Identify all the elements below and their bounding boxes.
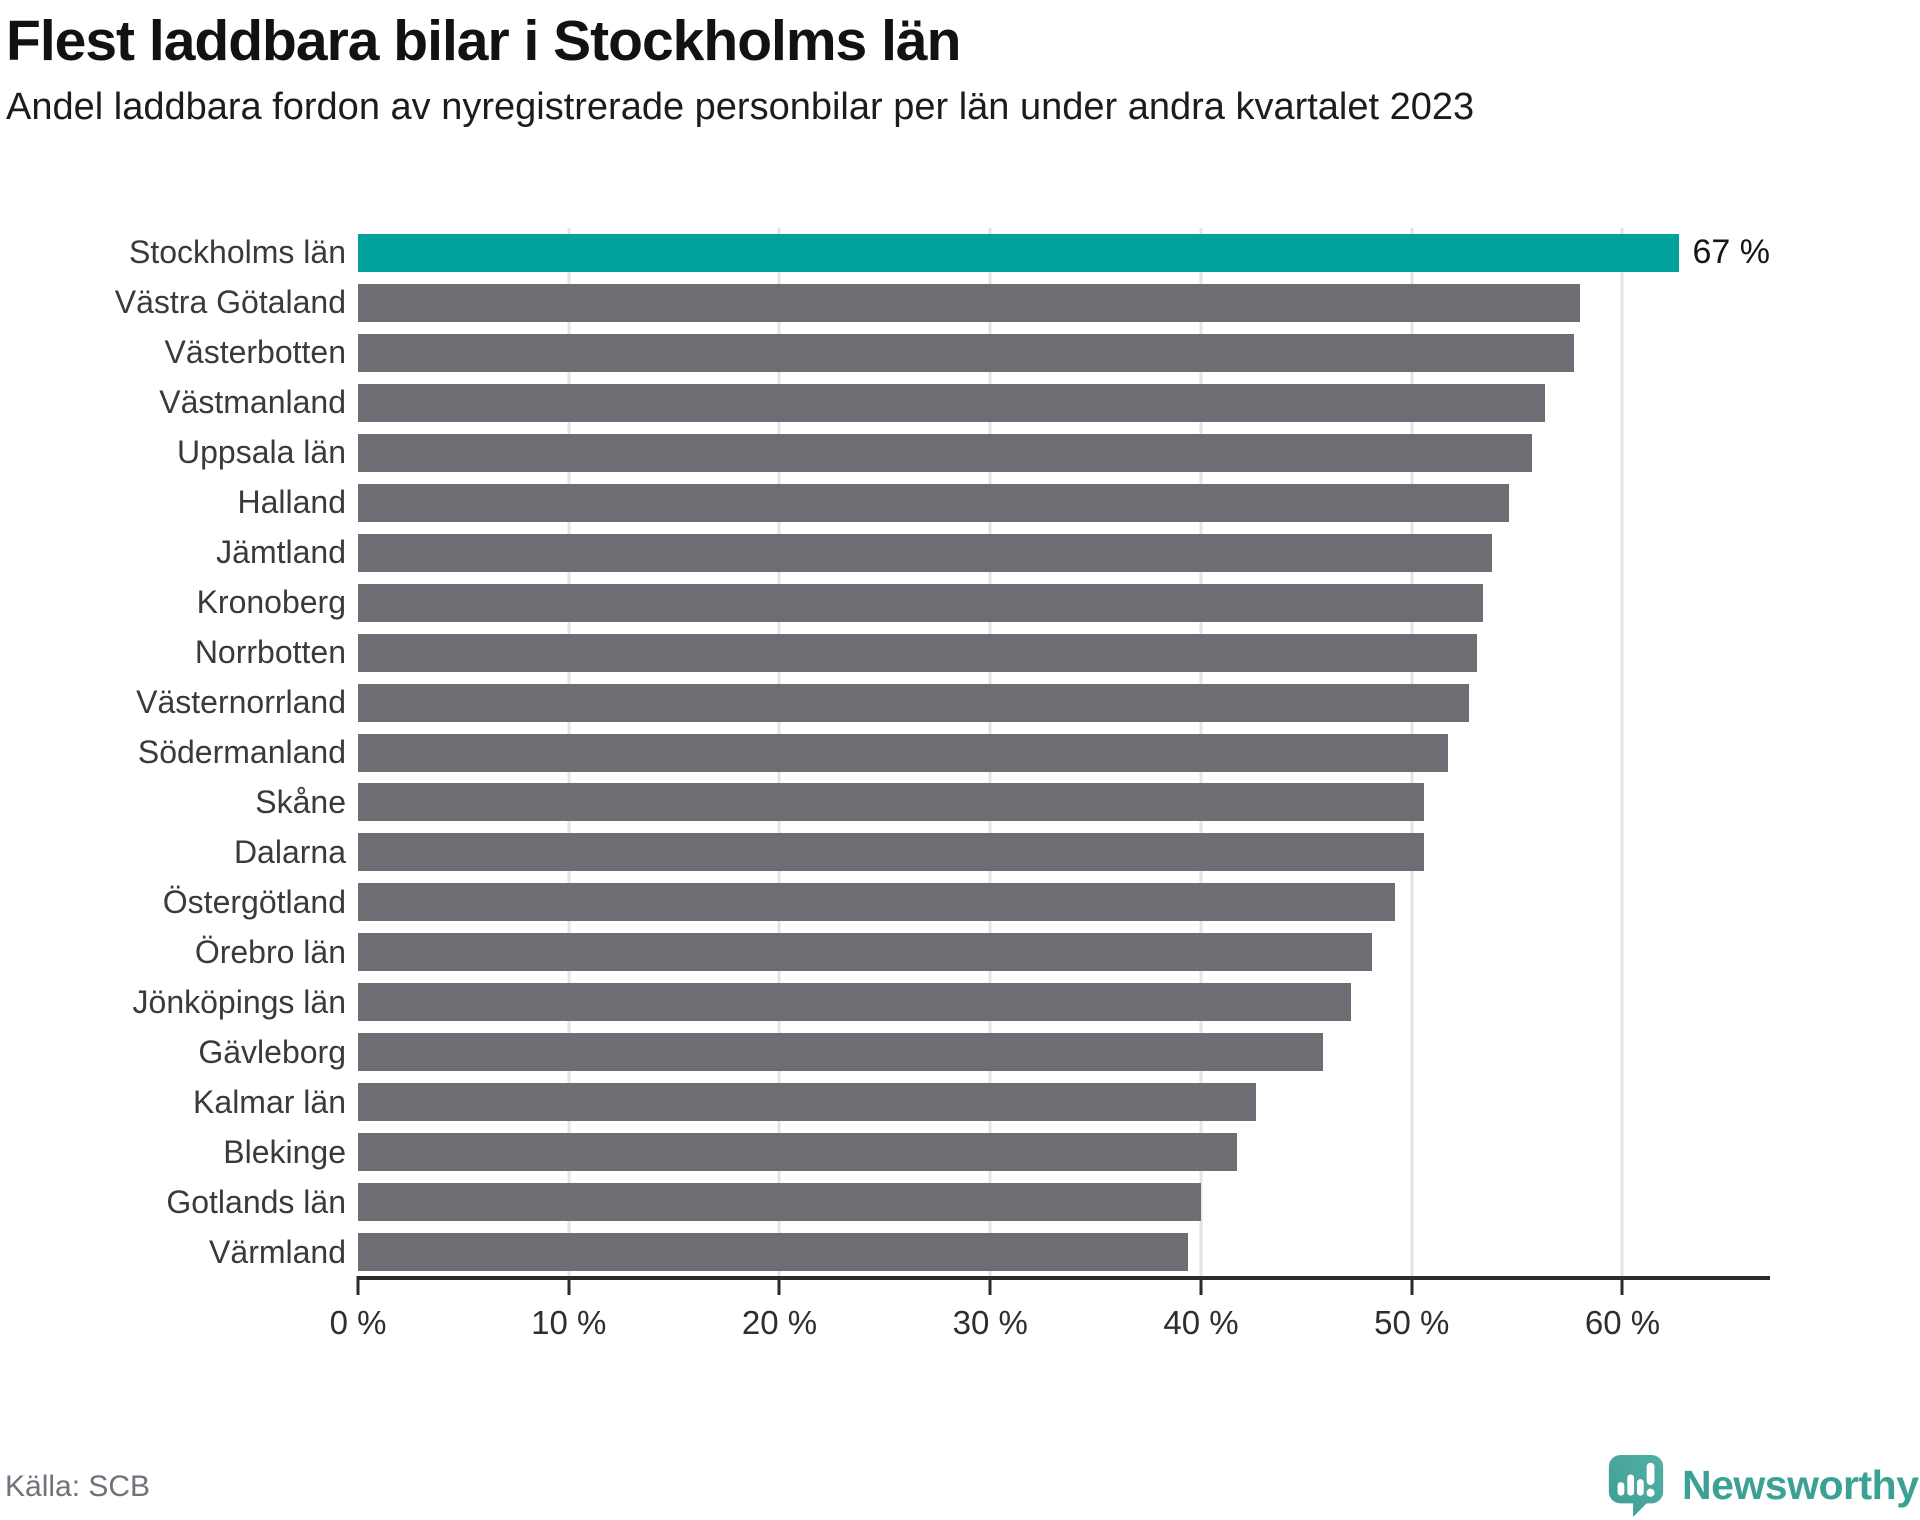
- bar-row: [358, 777, 1770, 827]
- category-label: Värmland: [209, 1233, 346, 1270]
- x-tick-60: [1620, 1276, 1624, 1295]
- x-axis-ticks: 0 % 10 % 20 % 30 % 40 % 50 % 60 %: [330, 1276, 1770, 1356]
- category-label: Kalmar län: [193, 1083, 346, 1120]
- bar-row: [358, 1127, 1770, 1177]
- category-label: Östergötland: [162, 883, 346, 920]
- x-tick-label: 50 %: [1374, 1304, 1450, 1341]
- x-tick-20: [777, 1276, 781, 1295]
- x-tick-label: 60 %: [1584, 1304, 1661, 1341]
- bar-row: [358, 528, 1770, 578]
- bar: [358, 733, 1448, 772]
- bar: [358, 1233, 1189, 1272]
- bar-row: [358, 678, 1770, 728]
- bar: [358, 983, 1351, 1022]
- bar: [358, 683, 1469, 722]
- category-label: Jönköpings län: [132, 983, 346, 1020]
- newsworthy-logo-icon: [1608, 1454, 1664, 1517]
- x-tick-label: 10 %: [531, 1304, 607, 1341]
- category-label: Dalarna: [233, 833, 346, 870]
- category-label: Norrbotten: [194, 634, 346, 671]
- bar: [358, 433, 1532, 472]
- bar-row: [358, 1027, 1770, 1077]
- bar: [358, 633, 1478, 672]
- x-tick-10: [567, 1276, 571, 1295]
- chart-subtitle: Andel laddbara fordon av nyregistrerade …: [6, 86, 1475, 128]
- bar: [358, 1183, 1201, 1222]
- x-tick-40: [1199, 1276, 1203, 1295]
- y-axis-category-labels: Stockholms län Västra Götaland Västerbotte…: [0, 228, 346, 1277]
- bar: [358, 783, 1425, 822]
- x-tick-50: [1410, 1276, 1414, 1295]
- category-label: Stockholms län: [129, 234, 346, 271]
- bar-row: [358, 977, 1770, 1027]
- category-label: Västerbotten: [164, 334, 346, 371]
- bar: [358, 1133, 1237, 1172]
- x-tick-label: 40 %: [1163, 1304, 1239, 1341]
- category-label: Uppsala län: [177, 434, 346, 471]
- x-tick-label: 30 %: [952, 1304, 1028, 1341]
- category-label: Blekinge: [223, 1133, 346, 1170]
- category-label: Jämtland: [216, 534, 346, 571]
- bar-rows: 67 %: [358, 228, 1770, 1277]
- category-label: Kronoberg: [196, 584, 346, 621]
- bar-row: [358, 1227, 1770, 1277]
- x-tick-label: 20 %: [741, 1304, 818, 1341]
- gridline-60: [1620, 228, 1624, 1277]
- bar-row: [358, 578, 1770, 628]
- bar: [358, 333, 1574, 372]
- bar-row: [358, 328, 1770, 378]
- bar-row: [358, 628, 1770, 678]
- brand-name: Newsworthy: [1682, 1461, 1919, 1508]
- brand-footer: Newsworthy: [1604, 1452, 1919, 1518]
- bar-row: [358, 478, 1770, 528]
- x-tick-label: 0 %: [329, 1304, 387, 1341]
- category-label: Västmanland: [159, 384, 346, 421]
- bar-row: [358, 877, 1770, 927]
- plot-area: 67 %: [358, 228, 1770, 1277]
- category-label: Gävleborg: [198, 1033, 346, 1070]
- category-label: Skåne: [255, 783, 346, 820]
- category-label: Västra Götaland: [114, 284, 346, 321]
- bar: [358, 283, 1581, 322]
- bar: [358, 583, 1484, 622]
- bar-row: [358, 927, 1770, 977]
- bar: [358, 533, 1492, 572]
- bar-row: [358, 1177, 1770, 1227]
- bar: [358, 383, 1545, 422]
- x-axis-line: [358, 1276, 1770, 1280]
- bar-highlighted: [358, 233, 1679, 272]
- bar: [358, 1083, 1256, 1122]
- bar: [358, 1033, 1324, 1072]
- bar: [358, 483, 1509, 522]
- category-label: Västernorrland: [136, 684, 346, 721]
- x-tick-30: [988, 1276, 992, 1295]
- bar-row: 67 %: [358, 228, 1770, 278]
- bar: [358, 883, 1395, 922]
- bar-row: [358, 278, 1770, 328]
- bar-row: [358, 1077, 1770, 1127]
- bar: [358, 833, 1425, 872]
- bar-row: [358, 827, 1770, 877]
- bar-row: [358, 428, 1770, 478]
- chart-title: Flest laddbara bilar i Stockholms län: [6, 9, 961, 73]
- category-label: Södermanland: [137, 734, 346, 770]
- bar-value-label: 67 %: [1692, 233, 1771, 272]
- source-note: Källa: SCB: [5, 1470, 151, 1503]
- category-label: Halland: [237, 484, 346, 521]
- bar: [358, 933, 1372, 972]
- category-label: Örebro län: [194, 933, 346, 970]
- category-label: Gotlands län: [166, 1183, 346, 1220]
- x-tick-0: [356, 1276, 360, 1295]
- bar-row: [358, 728, 1770, 778]
- bar-row: [358, 378, 1770, 428]
